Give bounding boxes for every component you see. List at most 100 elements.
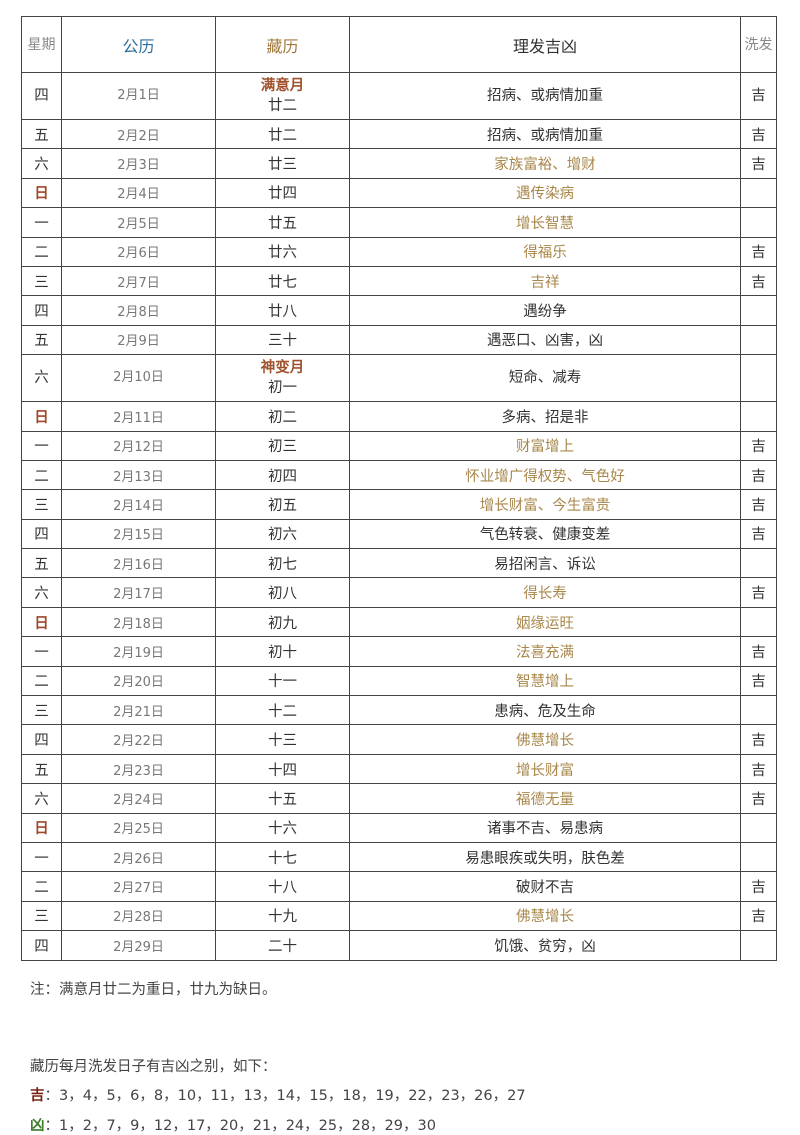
gregorian-date-cell: 2月7日 xyxy=(61,265,216,297)
gregorian-date-cell: 2月1日 xyxy=(61,72,216,120)
weekday-cell: 二 xyxy=(21,871,62,902)
gregorian-date-cell: 2月6日 xyxy=(61,236,216,267)
tibetan-date-cell: 十八 xyxy=(215,871,350,902)
weekday-cell: 一 xyxy=(21,841,62,873)
haircut-fortune-cell: 增长财富 xyxy=(349,753,741,785)
tibetan-day: 初五 xyxy=(268,497,297,514)
weekday-cell: 二 xyxy=(21,236,62,267)
gregorian-date-cell: 2月25日 xyxy=(61,812,216,843)
tibetan-day: 十二 xyxy=(268,703,297,720)
tibetan-date-cell: 初九 xyxy=(215,606,350,638)
haircut-fortune-cell: 佛慧增长 xyxy=(349,724,741,755)
tibetan-day: 廿六 xyxy=(268,245,297,262)
weekday-cell: 三 xyxy=(21,489,62,520)
gregorian-date-cell: 2月4日 xyxy=(61,177,216,209)
gregorian-date-cell: 2月18日 xyxy=(61,606,216,638)
tibetan-day: 廿二 xyxy=(268,98,297,114)
table-row: 二 2月27日 十八 破财不吉吉 xyxy=(21,871,777,902)
tibetan-date-cell: 初六 xyxy=(215,518,350,550)
table-row: 四 2月1日 满意月 廿二 招病、或病情加重吉 xyxy=(21,72,777,120)
tibetan-date-cell: 十七 xyxy=(215,841,350,873)
tibetan-day: 廿八 xyxy=(268,304,297,321)
tibetan-day: 十八 xyxy=(268,880,297,897)
hair-wash-cell: 吉 xyxy=(740,459,777,491)
tibetan-day: 廿五 xyxy=(268,215,297,232)
table-row: 一 2月12日 初三 财富增上吉 xyxy=(21,430,777,461)
table-row: 三 2月14日 初五 增长财富、今生富贵吉 xyxy=(21,489,777,520)
weekday-cell: 三 xyxy=(21,265,62,297)
haircut-fortune-cell: 破财不吉 xyxy=(349,871,741,902)
table-row: 六 2月10日 神变月 初一 短命、减寿 xyxy=(21,354,777,403)
hair-wash-cell xyxy=(740,354,777,403)
haircut-fortune-cell: 招病、或病情加重 xyxy=(349,72,741,120)
hair-wash-cell xyxy=(740,930,777,961)
tibetan-date-cell: 廿八 xyxy=(215,295,350,326)
tibetan-month-label: 神变月 xyxy=(260,360,305,377)
tibetan-date-cell: 廿七 xyxy=(215,265,350,297)
haircut-fortune-cell: 福德无量 xyxy=(349,783,741,814)
table-row: 五 2月9日 三十 遇恶口、凶害，凶 xyxy=(21,324,777,356)
weekday-cell: 五 xyxy=(21,118,62,150)
haircut-fortune-cell: 佛慧增长 xyxy=(349,900,741,932)
tibetan-day: 廿七 xyxy=(268,274,297,291)
table-row: 一 2月26日 十七 易患眼疾或失明，肤色差 xyxy=(21,841,777,873)
table-row: 一 2月19日 初十 法喜充满吉 xyxy=(21,636,777,667)
gregorian-date-cell: 2月29日 xyxy=(61,930,216,961)
gregorian-date-cell: 2月11日 xyxy=(61,401,216,432)
tibetan-day: 初一 xyxy=(268,380,297,397)
tibetan-date-cell: 初二 xyxy=(215,401,350,432)
hair-wash-cell xyxy=(740,177,777,209)
tibetan-date-cell: 十九 xyxy=(215,900,350,932)
tibetan-date-cell: 满意月 廿二 xyxy=(215,72,350,120)
gregorian-date-cell: 2月2日 xyxy=(61,118,216,150)
weekday-cell: 六 xyxy=(21,354,62,403)
unlucky-days-list: ：1，2，7，9，12，17，20，21，24，25，28，29，30 xyxy=(44,1118,436,1134)
weekday-cell: 六 xyxy=(21,783,62,814)
tibetan-date-cell: 廿三 xyxy=(215,148,350,179)
gregorian-date-cell: 2月24日 xyxy=(61,783,216,814)
haircut-fortune-cell: 招病、或病情加重 xyxy=(349,118,741,150)
header-wash: 洗发 xyxy=(740,16,777,73)
weekday-cell: 三 xyxy=(21,695,62,726)
weekday-cell: 日 xyxy=(21,401,62,432)
tibetan-month-label: 满意月 xyxy=(260,78,305,94)
tibetan-date-cell: 廿二 xyxy=(215,118,350,150)
haircut-fortune-cell: 遇纷争 xyxy=(349,295,741,326)
lucky-days: 吉：3，4，5，6，8，10，11，13，14，15，18，19，22，23，2… xyxy=(30,1084,526,1105)
table-row: 六 2月17日 初八 得长寿吉 xyxy=(21,577,777,608)
gregorian-date-cell: 2月26日 xyxy=(61,841,216,873)
lucky-days-list: ：3，4，5，6，8，10，11，13，14，15，18，19，22，23，26… xyxy=(44,1088,526,1104)
gregorian-date-cell: 2月8日 xyxy=(61,295,216,326)
header-week: 星期 xyxy=(21,16,62,73)
weekday-cell: 五 xyxy=(21,548,62,579)
tibetan-day: 十六 xyxy=(268,821,297,838)
tibetan-date-cell: 廿四 xyxy=(215,177,350,209)
hair-wash-cell: 吉 xyxy=(740,636,777,667)
hair-wash-cell xyxy=(740,695,777,726)
hair-wash-cell: 吉 xyxy=(740,871,777,902)
table-row: 三 2月28日 十九 佛慧增长吉 xyxy=(21,900,777,932)
hair-wash-cell: 吉 xyxy=(740,753,777,785)
haircut-fortune-cell: 饥饿、贫穷，凶 xyxy=(349,930,741,961)
gregorian-date-cell: 2月21日 xyxy=(61,695,216,726)
hair-wash-cell: 吉 xyxy=(740,72,777,120)
tibetan-date-cell: 初七 xyxy=(215,548,350,579)
gregorian-date-cell: 2月16日 xyxy=(61,548,216,579)
haircut-fortune-cell: 智慧增上 xyxy=(349,665,741,697)
haircut-fortune-cell: 得长寿 xyxy=(349,577,741,608)
weekday-cell: 二 xyxy=(21,459,62,491)
tibetan-day: 初二 xyxy=(268,409,297,426)
table-row: 日 2月4日 廿四 遇传染病 xyxy=(21,177,777,209)
table-row: 二 2月6日 廿六 得福乐吉 xyxy=(21,236,777,267)
tibetan-date-cell: 初四 xyxy=(215,459,350,491)
tibetan-date-cell: 廿五 xyxy=(215,207,350,238)
hair-wash-cell xyxy=(740,841,777,873)
tibetan-date-cell: 十四 xyxy=(215,753,350,785)
table-row: 日 2月11日 初二 多病、招是非 xyxy=(21,401,777,432)
tibetan-day: 二十 xyxy=(268,938,297,955)
haircut-fortune-cell: 易招闲言、诉讼 xyxy=(349,548,741,579)
haircut-fortune-cell: 家族富裕、增财 xyxy=(349,148,741,179)
tibetan-day: 廿二 xyxy=(268,127,297,144)
gregorian-date-cell: 2月3日 xyxy=(61,148,216,179)
lucky-label: 吉 xyxy=(30,1088,45,1104)
